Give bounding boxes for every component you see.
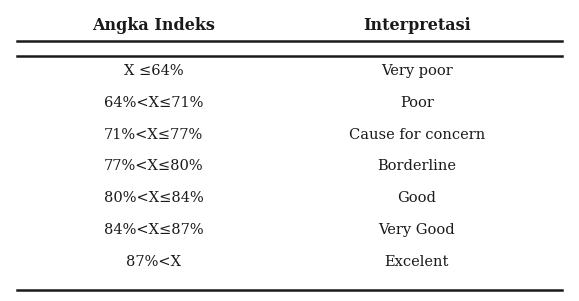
Text: X ≤64%: X ≤64% bbox=[124, 64, 183, 78]
Text: Cause for concern: Cause for concern bbox=[349, 128, 485, 141]
Text: Interpretasi: Interpretasi bbox=[363, 17, 471, 34]
Text: 87%<X: 87%<X bbox=[126, 255, 181, 269]
Text: 64%<X≤71%: 64%<X≤71% bbox=[104, 96, 203, 110]
Text: 84%<X≤87%: 84%<X≤87% bbox=[104, 223, 203, 237]
Text: 77%<X≤80%: 77%<X≤80% bbox=[104, 160, 203, 173]
Text: Excelent: Excelent bbox=[384, 255, 449, 269]
Text: Very poor: Very poor bbox=[381, 64, 453, 78]
Text: Very Good: Very Good bbox=[379, 223, 455, 237]
Text: Angka Indeks: Angka Indeks bbox=[92, 17, 215, 34]
Text: 80%<X≤84%: 80%<X≤84% bbox=[104, 191, 203, 205]
Text: Poor: Poor bbox=[400, 96, 434, 110]
Text: Good: Good bbox=[397, 191, 437, 205]
Text: Borderline: Borderline bbox=[378, 160, 456, 173]
Text: 71%<X≤77%: 71%<X≤77% bbox=[104, 128, 203, 141]
